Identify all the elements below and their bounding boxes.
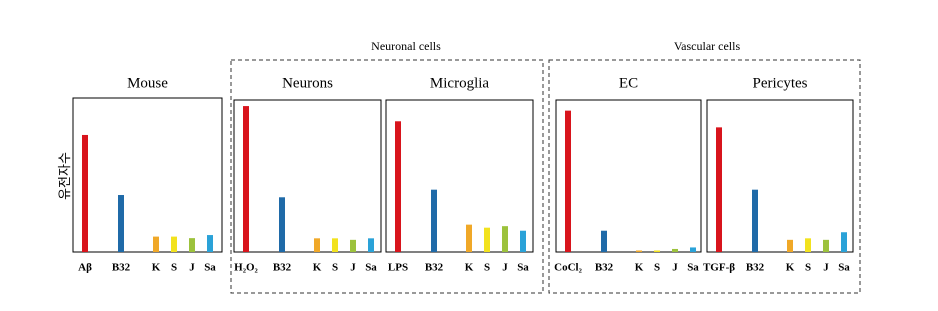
x-tick-label: Sa [838,262,850,274]
panel-title: Microglia [430,75,489,91]
panel-title: Pericytes [753,75,808,91]
bar [171,236,177,252]
x-tick-label: S [484,262,490,274]
panel-frame [385,99,534,253]
bar [636,250,642,252]
x-tick-label: B32 [595,262,614,274]
group-box [548,59,861,294]
bar [565,110,571,252]
bar [502,226,508,252]
x-tick-label: J [189,262,195,274]
bar [279,197,285,252]
bar [823,239,829,252]
x-tick-label: H₂O₂ [234,262,258,274]
bar [484,227,490,252]
bar [654,250,660,252]
x-tick-label: J [672,262,678,274]
x-tick-label: K [465,262,474,274]
bar [243,106,249,252]
x-tick-label: J [350,262,356,274]
group-title: Neuronal cells [371,39,441,53]
bar [395,121,401,252]
bar [350,239,356,252]
group-box [230,59,544,294]
x-tick-label: LPS [388,262,408,274]
panel-frame [233,99,382,253]
x-tick-label: Sa [365,262,377,274]
x-tick-label: B32 [746,262,765,274]
y-axis-label: 유전자수 [57,152,72,200]
bar [841,232,847,252]
bar [332,238,338,252]
x-tick-label: K [313,262,322,274]
x-tick-label: J [823,262,829,274]
bar [118,195,124,252]
panel-title: Mouse [127,75,168,91]
x-tick-label: Sa [687,262,699,274]
bar [431,189,437,252]
x-tick-label: S [654,262,660,274]
x-tick-label: K [152,262,161,274]
panel-title: Neurons [282,75,333,91]
bar [601,230,607,252]
bar [805,238,811,252]
bar [690,247,696,252]
panel-frame [555,99,702,253]
bar [787,239,793,252]
bar [314,238,320,252]
x-tick-label: S [805,262,811,274]
x-tick-label: B32 [112,262,131,274]
x-tick-label: CoCl₂ [554,262,582,274]
x-tick-label: Aβ [78,262,92,274]
x-tick-label: Sa [517,262,529,274]
x-tick-label: K [786,262,795,274]
bar [752,189,758,252]
x-tick-label: Sa [204,262,216,274]
bar [189,238,195,252]
x-tick-label: S [332,262,338,274]
panel-title: EC [619,75,638,91]
bar [368,238,374,252]
panel-frame [72,97,223,253]
panel-frame [706,99,854,253]
bar [82,134,88,252]
group-title: Vascular cells [674,39,741,53]
bar [207,235,213,252]
bar [153,236,159,252]
x-tick-label: B32 [425,262,444,274]
bar [716,127,722,252]
x-tick-label: K [635,262,644,274]
bar [520,230,526,252]
x-tick-label: J [502,262,508,274]
x-tick-label: S [171,262,177,274]
x-tick-label: B32 [273,262,292,274]
bar [466,224,472,252]
bar [672,248,678,252]
x-tick-label: TGF-β [703,262,735,274]
